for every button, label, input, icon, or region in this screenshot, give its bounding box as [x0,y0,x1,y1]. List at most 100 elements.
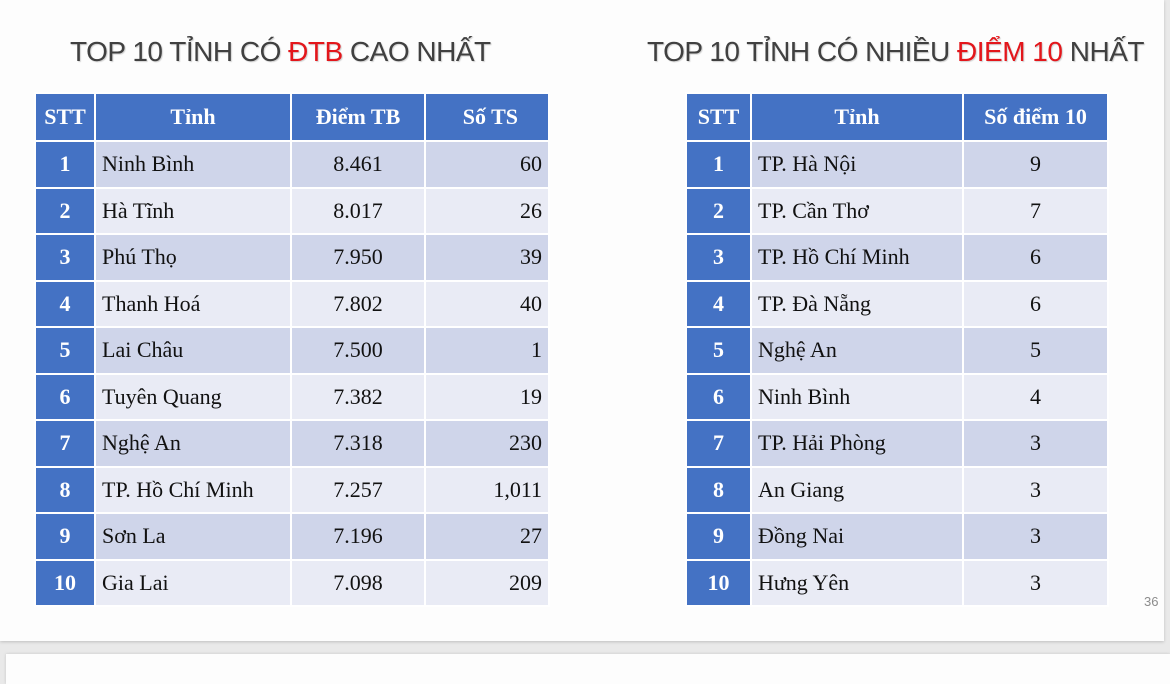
province-cell: TP. Hà Nội [750,140,964,189]
top-average-score-table: STT Tỉnh Điểm TB Số TS 1 Ninh Bình 8.461 60… [34,92,550,607]
province-cell: Lai Châu [94,326,292,375]
province-cell: TP. Hồ Chí Minh [750,233,964,282]
candidate-count-cell: 209 [424,558,550,607]
table-header-row: STT Tỉnh Số điểm 10 [685,92,1109,142]
left-title-highlight: ĐTB [288,36,343,67]
rank-cell: 6 [34,372,96,421]
average-score-cell: 8.461 [290,140,426,189]
province-cell: TP. Đà Nẵng [750,279,964,328]
rank-cell: 7 [685,419,752,468]
province-cell: Nghệ An [94,419,292,468]
header-perfect-score-count: Số điểm 10 [962,92,1109,142]
province-cell: Thanh Hoá [94,279,292,328]
average-score-cell: 7.382 [290,372,426,421]
table-row: 9 Đồng Nai 3 [685,512,1109,561]
province-cell: Ninh Bình [94,140,292,189]
perfect-score-count-cell: 6 [962,279,1109,328]
left-title-prefix: TOP 10 TỈNH CÓ [70,36,289,67]
right-title-suffix: NHẤT [1062,36,1145,67]
header-average-score: Điểm TB [290,92,426,142]
header-stt: STT [685,92,752,142]
province-cell: Sơn La [94,512,292,561]
candidate-count-cell: 230 [424,419,550,468]
table-row: 4 TP. Đà Nẵng 6 [685,279,1109,328]
province-cell: TP. Cần Thơ [750,186,964,235]
top-perfect-score-table: STT Tỉnh Số điểm 10 1 TP. Hà Nội 9 2 TP. Cần… [685,92,1109,607]
province-cell: Nghệ An [750,326,964,375]
average-score-cell: 7.098 [290,558,426,607]
province-cell: Tuyên Quang [94,372,292,421]
rank-cell: 3 [685,233,752,282]
candidate-count-cell: 39 [424,233,550,282]
page-number: 36 [1144,594,1159,609]
table-row: 10 Hưng Yên 3 [685,558,1109,607]
table-row: 2 Hà Tĩnh 8.017 26 [34,186,550,235]
right-title-highlight: ĐIỂM 10 [957,36,1063,67]
slide: TOP 10 TỈNH CÓ ĐTB CAO NHẤT TOP 10 TỈNH … [0,0,1164,641]
province-cell: Hà Tĩnh [94,186,292,235]
table-row: 5 Lai Châu 7.500 1 [34,326,550,375]
perfect-score-count-cell: 9 [962,140,1109,189]
table-row: 8 TP. Hồ Chí Minh 7.257 1,011 [34,465,550,514]
rank-cell: 4 [685,279,752,328]
table-row: 1 TP. Hà Nội 9 [685,140,1109,189]
rank-cell: 8 [34,465,96,514]
rank-cell: 3 [34,233,96,282]
perfect-score-count-cell: 3 [962,558,1109,607]
province-cell: Đồng Nai [750,512,964,561]
next-slide-preview [6,654,1170,684]
header-candidate-count: Số TS [424,92,550,142]
table-row: 6 Ninh Bình 4 [685,372,1109,421]
average-score-cell: 8.017 [290,186,426,235]
candidate-count-cell: 27 [424,512,550,561]
candidate-count-cell: 40 [424,279,550,328]
rank-cell: 1 [685,140,752,189]
table-row: 2 TP. Cần Thơ 7 [685,186,1109,235]
perfect-score-count-cell: 4 [962,372,1109,421]
average-score-cell: 7.318 [290,419,426,468]
rank-cell: 4 [34,279,96,328]
perfect-score-count-cell: 3 [962,419,1109,468]
left-title-suffix: CAO NHẤT [342,36,491,67]
province-cell: Phú Thọ [94,233,292,282]
rank-cell: 9 [685,512,752,561]
province-cell: Ninh Bình [750,372,964,421]
candidate-count-cell: 1 [424,326,550,375]
rank-cell: 1 [34,140,96,189]
rank-cell: 2 [685,186,752,235]
rank-cell: 8 [685,465,752,514]
rank-cell: 5 [685,326,752,375]
table-row: 7 Nghệ An 7.318 230 [34,419,550,468]
rank-cell: 2 [34,186,96,235]
rank-cell: 10 [34,558,96,607]
average-score-cell: 7.196 [290,512,426,561]
table-row: 9 Sơn La 7.196 27 [34,512,550,561]
rank-cell: 6 [685,372,752,421]
candidate-count-cell: 60 [424,140,550,189]
average-score-cell: 7.802 [290,279,426,328]
table-row: 6 Tuyên Quang 7.382 19 [34,372,550,421]
candidate-count-cell: 1,011 [424,465,550,514]
header-stt: STT [34,92,96,142]
perfect-score-count-cell: 6 [962,233,1109,282]
province-cell: An Giang [750,465,964,514]
table-row: 5 Nghệ An 5 [685,326,1109,375]
rank-cell: 9 [34,512,96,561]
table-row: 1 Ninh Bình 8.461 60 [34,140,550,189]
candidate-count-cell: 26 [424,186,550,235]
perfect-score-count-cell: 3 [962,512,1109,561]
table-row: 4 Thanh Hoá 7.802 40 [34,279,550,328]
perfect-score-count-cell: 7 [962,186,1109,235]
perfect-score-count-cell: 3 [962,465,1109,514]
table-row: 3 Phú Thọ 7.950 39 [34,233,550,282]
rank-cell: 7 [34,419,96,468]
province-cell: Hưng Yên [750,558,964,607]
rank-cell: 10 [685,558,752,607]
perfect-score-count-cell: 5 [962,326,1109,375]
table-row: 10 Gia Lai 7.098 209 [34,558,550,607]
right-title-prefix: TOP 10 TỈNH CÓ NHIỀU [647,36,958,67]
table-header-row: STT Tỉnh Điểm TB Số TS [34,92,550,142]
table-row: 7 TP. Hải Phòng 3 [685,419,1109,468]
table-row: 8 An Giang 3 [685,465,1109,514]
table-row: 3 TP. Hồ Chí Minh 6 [685,233,1109,282]
